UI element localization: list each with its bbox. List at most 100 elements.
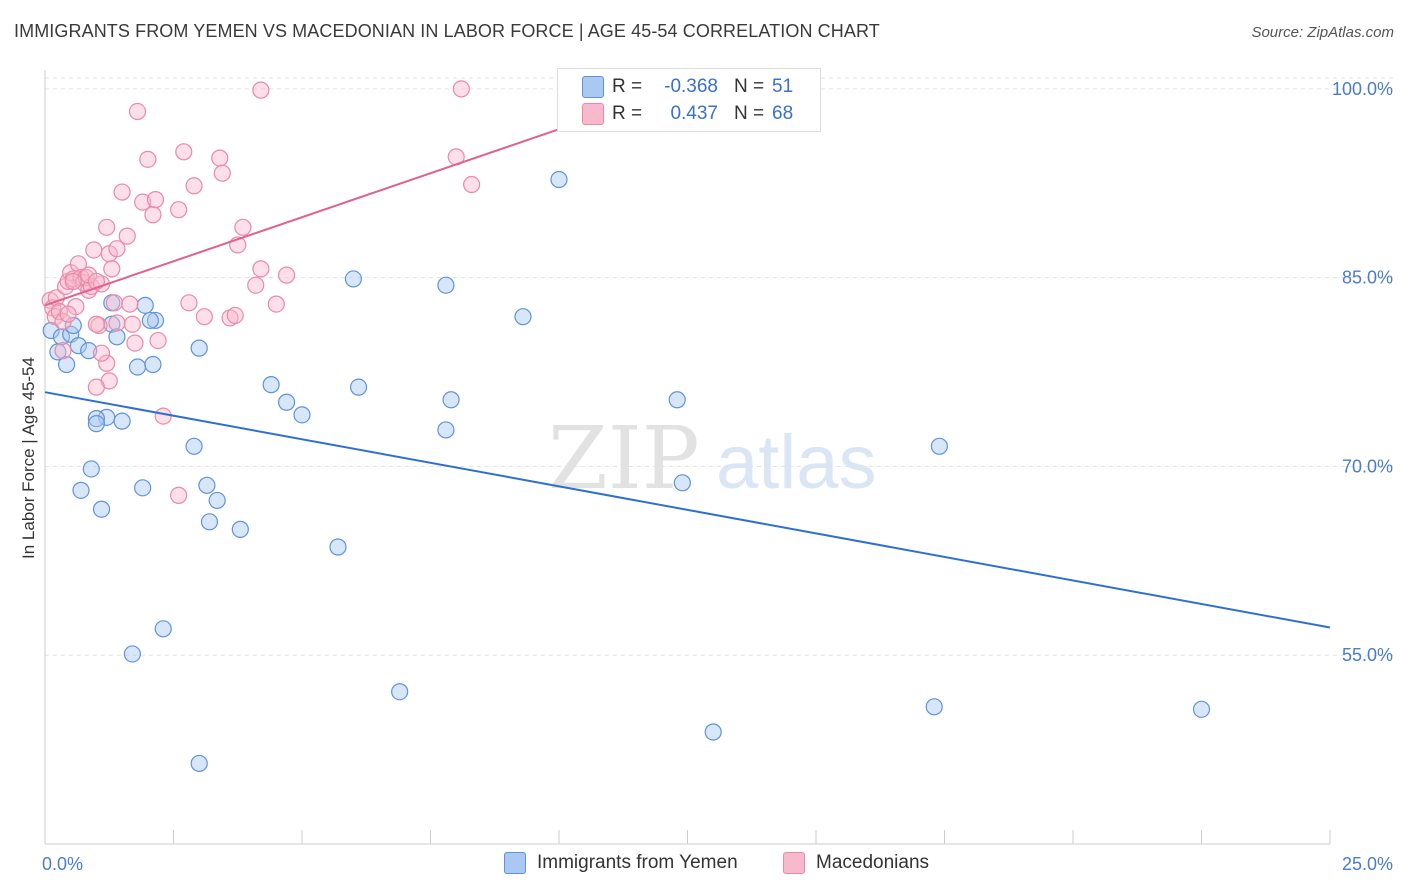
r-value: -0.368: [664, 76, 718, 97]
n-label: N =: [734, 103, 765, 124]
r-label: R =: [612, 76, 643, 97]
trend-lines: [44, 128, 1331, 629]
macedonian-data-point: [92, 344, 111, 362]
yemen-data-point: [146, 311, 165, 330]
yemen-data-point: [437, 276, 455, 294]
r-label: R =: [612, 103, 643, 124]
source-credit: Source: ZipAtlas.com: [1251, 24, 1394, 41]
macedonian-data-point: [134, 193, 152, 211]
yemen-data-point: [349, 378, 368, 396]
macedonian-data-point: [87, 315, 106, 333]
series-immigrants-from-yemen: [42, 170, 1211, 773]
macedonian-data-point: [180, 294, 198, 312]
r-value: 0.437: [670, 103, 718, 124]
macedonian-data-point: [452, 80, 470, 98]
macedonian-data-point: [139, 150, 157, 168]
macedonian-data-point: [185, 177, 203, 195]
macedonian-data-point: [77, 269, 95, 287]
macedonian-data-point: [103, 260, 121, 278]
yemen-data-point: [82, 460, 100, 478]
chart-title: IMMIGRANTS FROM YEMEN VS MACEDONIAN IN L…: [14, 21, 880, 41]
watermark-zip: ZIP: [548, 409, 700, 509]
yemen-trend-line: [44, 391, 1331, 629]
yemen-data-point: [134, 479, 152, 497]
yemen-data-point: [141, 311, 159, 330]
yemen-data-point: [108, 328, 126, 346]
macedonian-data-point: [234, 218, 252, 236]
grid-lines: [45, 77, 1395, 656]
macedonian-data-point: [105, 294, 123, 312]
macedonian-data-point: [247, 276, 265, 294]
macedonian-data-point: [211, 149, 229, 167]
yemen-data-point: [391, 683, 409, 701]
legend-item-macedonians[interactable]: Macedonians: [783, 852, 929, 874]
legend: Immigrants from Yemen Macedonians: [0, 852, 1406, 878]
macedonian-data-point: [252, 81, 270, 99]
macedonian-data-point: [108, 314, 126, 332]
macedonian-data-point: [108, 240, 126, 258]
yemen-data-point: [136, 296, 154, 314]
macedonian-data-point: [64, 272, 82, 291]
macedonian-data-point: [213, 164, 231, 182]
yemen-data-point: [344, 270, 362, 288]
legend-label-yemen: Immigrants from Yemen: [537, 852, 738, 873]
macedonian-data-point: [170, 486, 188, 504]
y-tick-label: 85.0%: [1342, 268, 1393, 288]
macedonian-data-point: [149, 331, 167, 350]
macedonian-data-point: [267, 295, 285, 313]
pink-swatch: [582, 103, 604, 125]
yemen-data-point: [668, 391, 686, 409]
y-tick-label: 55.0%: [1342, 645, 1393, 665]
macedonian-data-point: [463, 175, 481, 194]
yemen-data-point: [87, 410, 106, 428]
series-macedonians: [41, 80, 481, 504]
yemen-data-point: [704, 723, 722, 741]
macedonian-data-point: [121, 295, 139, 313]
yemen-data-point: [72, 481, 90, 499]
legend-item-yemen[interactable]: Immigrants from Yemen: [504, 852, 738, 874]
n-value: 68: [772, 103, 794, 124]
yemen-data-point: [437, 421, 455, 439]
yemen-data-point: [69, 337, 88, 355]
yemen-data-point: [277, 393, 296, 411]
macedonian-data-point: [175, 143, 193, 161]
yemen-data-point: [231, 520, 249, 538]
macedonian-data-point: [146, 191, 165, 209]
legend-swatch-pink: [783, 852, 805, 874]
legend-label-macedonians: Macedonians: [816, 852, 930, 873]
macedonian-data-point: [195, 308, 213, 326]
yemen-data-point: [200, 513, 219, 531]
yemen-data-point: [550, 170, 568, 189]
macedonian-data-point: [277, 266, 296, 284]
yemen-data-point: [930, 437, 948, 455]
zipatlas-watermark: ZIP atlas: [548, 409, 877, 509]
yemen-data-point: [262, 376, 280, 394]
yemen-data-point: [190, 339, 208, 357]
yemen-data-point: [123, 645, 141, 663]
yemen-data-point: [925, 698, 943, 716]
y-axis-label: In Labor Force | Age 45-54: [19, 357, 38, 559]
yemen-data-point: [293, 406, 311, 424]
macedonian-data-point: [144, 206, 162, 224]
macedonian-data-point: [98, 354, 116, 372]
yemen-data-point: [42, 321, 60, 340]
yemen-data-point: [80, 342, 98, 360]
macedonian-data-point: [226, 306, 244, 325]
y-tick-label: 70.0%: [1342, 456, 1393, 476]
yemen-data-point: [92, 500, 111, 518]
correlation-stats-box: R = -0.368 N = 51 R = 0.437 N = 68: [557, 68, 821, 132]
macedonian-data-point: [128, 102, 147, 121]
x-tick-label: 25.0%: [1342, 854, 1393, 874]
y-tick-label: 100.0%: [1332, 79, 1393, 99]
macedonian-data-point: [85, 241, 103, 259]
yemen-data-point: [442, 391, 460, 409]
yemen-data-point: [144, 355, 162, 374]
yemen-data-point: [87, 415, 106, 433]
yemen-data-point: [185, 437, 203, 455]
macedonian-data-point: [126, 334, 144, 352]
yemen-data-point: [154, 620, 172, 638]
macedonian-data-point: [54, 342, 72, 360]
macedonian-data-point: [252, 260, 270, 278]
yemen-data-point: [198, 476, 216, 494]
